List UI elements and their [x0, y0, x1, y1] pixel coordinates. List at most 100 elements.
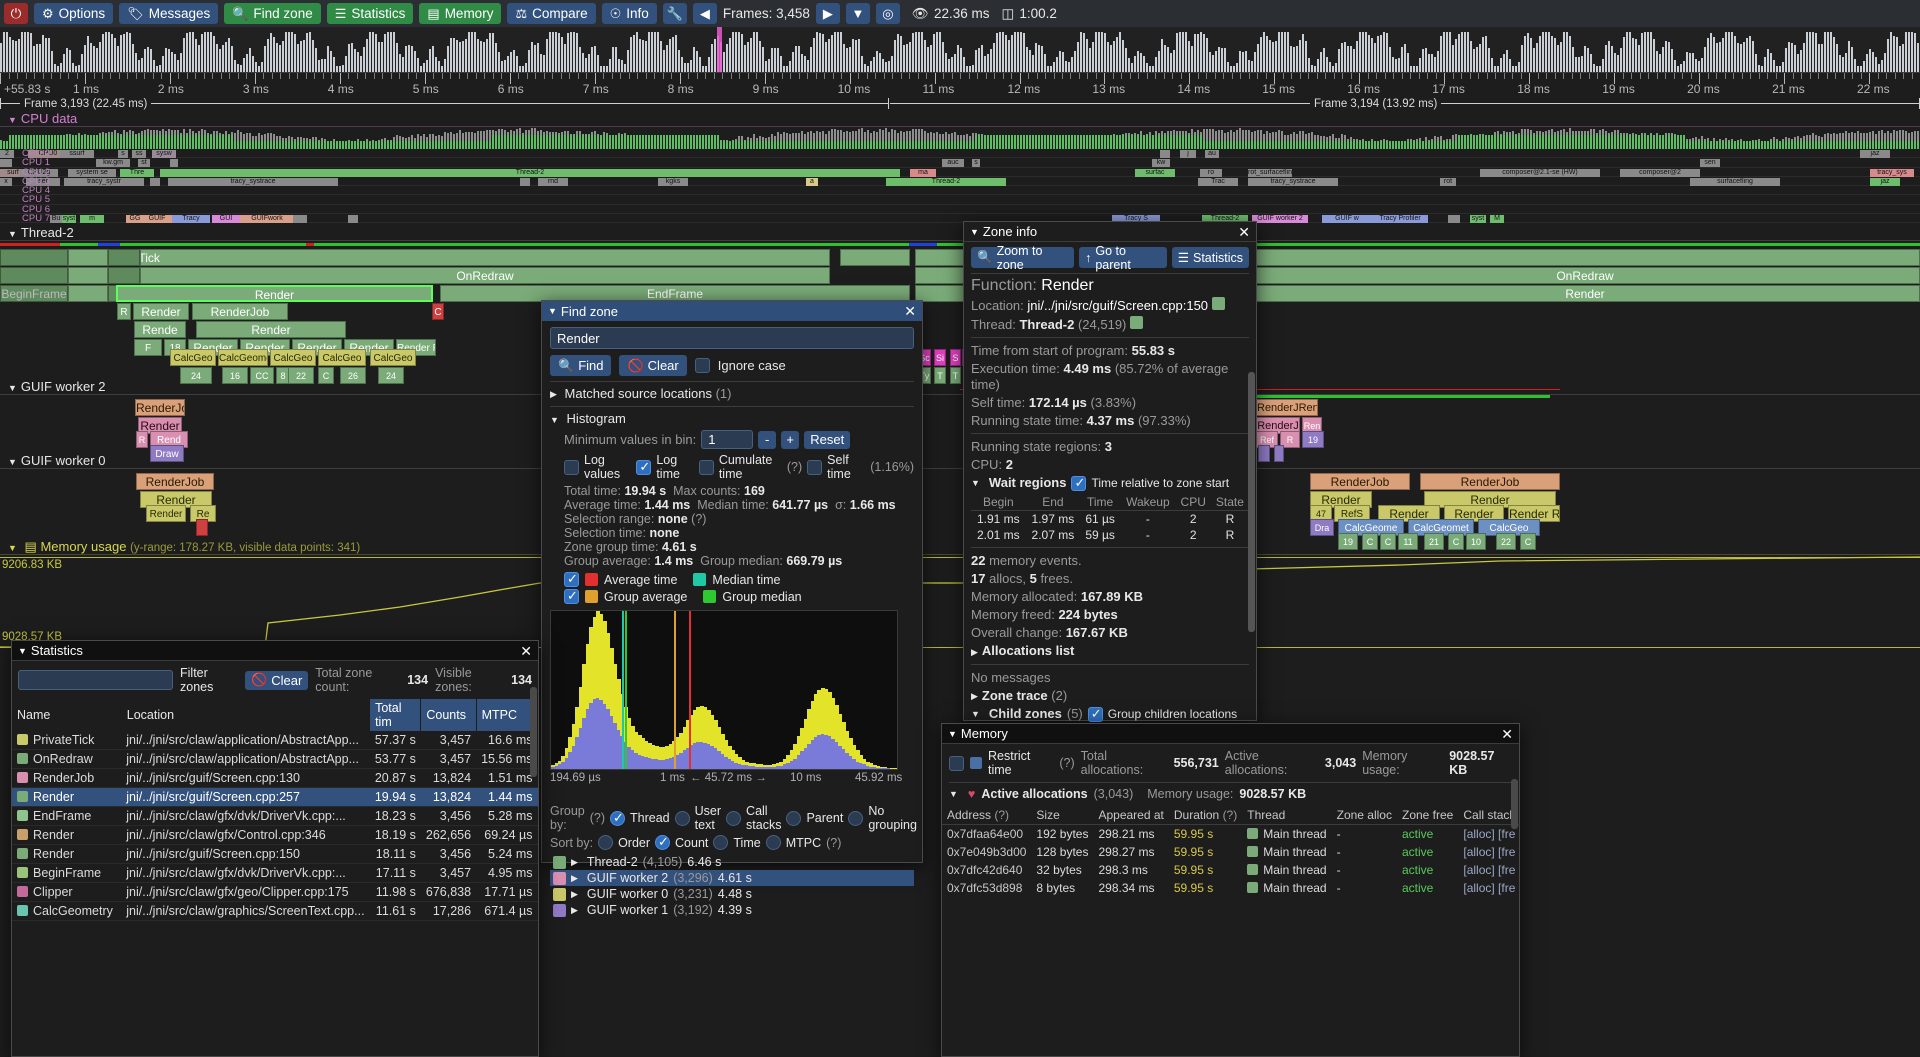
cpu-row-1[interactable]: kw.gm st auc s kw sen CPU 1 — [0, 158, 1920, 167]
statistics-table[interactable]: Name Location Total tim Counts MTPC PrivateT… — [12, 699, 538, 921]
statistics-button[interactable]: ☰ Statistics — [1172, 247, 1249, 268]
time-relative-checkbox[interactable] — [1071, 476, 1086, 491]
min-values-increment-button[interactable]: + — [781, 431, 799, 449]
zone-si[interactable]: Si — [934, 349, 946, 366]
memory-header-row[interactable]: Address (?) Size Appeared at Duration (?) Th… — [942, 806, 1520, 825]
location-value[interactable]: jni/../jni/src/guif/Screen.cpp:150 — [1027, 298, 1208, 313]
close-icon[interactable]: ✕ — [904, 304, 916, 318]
find-button[interactable]: 🔍 Find — [550, 355, 611, 376]
find-zone-button[interactable]: 🔍 Find zone — [224, 3, 320, 24]
min-values-input[interactable] — [701, 430, 753, 449]
memory-header-zone-alloc[interactable]: Zone alloc — [1332, 806, 1397, 825]
zone-19-w2[interactable]: 19 — [1302, 431, 1324, 448]
clear-button[interactable]: 🚫 Clear — [619, 355, 686, 376]
log-values-checkbox[interactable] — [564, 460, 579, 475]
zone-calc-geome[interactable]: CalcGeome — [218, 349, 268, 366]
zone-r[interactable]: R — [117, 303, 131, 320]
find-zone-titlebar[interactable]: ▼ Find zone ✕ — [542, 301, 922, 321]
find-zone-group-row[interactable]: ▶ Thread-2 (4,105) 6.46 s — [550, 854, 914, 870]
table-row[interactable]: 0x7dfc53d898 8 bytes 298.34 ms 59.95 s Main … — [942, 879, 1520, 897]
cpu-row-3[interactable]: x ser tracy_systr tracy_systrace rnd kgks a Thr… — [0, 177, 1920, 186]
go-to-parent-button[interactable]: ↑ Go to parent — [1079, 247, 1167, 268]
statistics-window[interactable]: ▼ Statistics ✕ Filter zones 🚫 Clear Total… — [11, 640, 539, 1057]
frame-next-button[interactable]: ▶ — [816, 3, 840, 24]
wait-header-cell[interactable]: State — [1211, 494, 1249, 511]
zone-render-job-w2[interactable]: RenderJo — [135, 399, 185, 416]
zone-r-w2[interactable]: R — [136, 431, 148, 448]
cpu-row-4[interactable]: CPU 4 — [0, 186, 1920, 195]
guif-worker-0-zones[interactable]: RenderJob Render Render Re RenderJob Ren… — [0, 469, 1920, 527]
statistics-header-counts[interactable]: Counts — [421, 699, 476, 731]
table-row[interactable]: Render jni/../jni/src/guif/Screen.cpp:150… — [12, 845, 538, 864]
sort-by-mtpc-radio[interactable] — [766, 835, 781, 850]
chevron-down-icon[interactable]: ▼ — [548, 306, 557, 316]
zone-private-tick[interactable]: PrivateTick — [140, 249, 830, 266]
zone-info-window[interactable]: ▼ Zone info ✕ 🔍 Zoom to zone ↑ Go to paren… — [963, 221, 1257, 721]
time-ruler[interactable]: +55.83 s1 ms 2 ms 3 ms 4 ms 5 ms 6 ms 7 ms 8 ms… — [0, 72, 1920, 96]
zone-begin-frame[interactable]: BeginFrame — [0, 285, 68, 302]
active-allocations-header[interactable]: ▼ ♥ Active allocations (3,043) Memory us… — [949, 782, 1512, 801]
guif-worker-2-zones[interactable]: RenderJo Render R Rend Draw RenderJRend … — [0, 395, 1920, 451]
zone-dra-w0[interactable]: Dra — [1310, 519, 1334, 536]
group-children-checkbox[interactable] — [1088, 707, 1103, 722]
power-icon[interactable]: ⏻ — [4, 3, 28, 24]
tools-button[interactable]: 🔧 — [663, 3, 687, 24]
histogram-chart[interactable] — [550, 610, 898, 770]
histogram-section[interactable]: ▼ Histogram — [550, 406, 914, 426]
memory-table[interactable]: Address (?) Size Appeared at Duration (?) Th… — [942, 806, 1520, 897]
table-row[interactable]: CalcGeometry jni/../jni/src/claw/graphics… — [12, 902, 538, 921]
table-row[interactable]: Render jni/../jni/src/guif/Screen.cpp:257… — [12, 788, 538, 807]
statistics-header-mtpc[interactable]: MTPC — [476, 699, 537, 731]
wait-header-cell[interactable]: CPU — [1176, 494, 1211, 511]
table-row[interactable]: PrivateTick jni/../jni/src/claw/applicati… — [12, 731, 538, 750]
close-icon[interactable]: ✕ — [1238, 225, 1250, 239]
find-zone-group-row[interactable]: ▶ GUIF worker 2 (3,296) 4.61 s — [550, 870, 914, 886]
zone-calc-geo[interactable]: CalcGeo — [170, 349, 216, 366]
table-row[interactable]: EndFrame jni/../jni/src/claw/gfx/dvk/Driv… — [12, 807, 538, 826]
table-row[interactable]: OnRedraw jni/../jni/src/claw/application/… — [12, 750, 538, 769]
find-zone-group-row[interactable]: ▶ GUIF worker 0 (3,231) 4.48 s — [550, 886, 914, 902]
group-by-parent-radio[interactable] — [786, 811, 801, 826]
group-by-call-stacks-radio[interactable] — [726, 811, 741, 826]
info-button[interactable]: ☉ Info — [602, 3, 657, 24]
self-time-checkbox[interactable] — [807, 460, 822, 475]
zone-render-job-w0[interactable]: RenderJob — [136, 473, 214, 490]
zone-calc-geo-3[interactable]: CalcGeo — [318, 349, 366, 366]
restrict-time-help-icon[interactable]: (?) — [1059, 756, 1074, 770]
average-time-legend-checkbox[interactable] — [564, 572, 579, 587]
group-by-no-grouping-radio[interactable] — [848, 811, 863, 826]
log-time-checkbox[interactable] — [636, 460, 651, 475]
statistics-clear-button[interactable]: 🚫 Clear — [245, 671, 308, 690]
close-icon[interactable]: ✕ — [1501, 727, 1513, 741]
zone-c-red[interactable]: C — [432, 303, 444, 320]
group-by-thread-radio[interactable] — [610, 811, 625, 826]
memory-header-appeared[interactable]: Appeared at — [1093, 806, 1168, 825]
find-zone-group-row[interactable]: ▶ GUIF worker 1 (3,192) 4.39 s — [550, 902, 914, 918]
memory-header-size[interactable]: Size — [1031, 806, 1093, 825]
filter-zones-input[interactable] — [18, 670, 173, 690]
close-icon[interactable]: ✕ — [520, 644, 532, 658]
find-zone-groups-list[interactable]: ▶ Thread-2 (4,105) 6.46 s ▶ GUIF worker 2 (3,2… — [550, 854, 914, 918]
thread-2-zones[interactable]: PrivateTick OnRedraw Update OnRedraw Beg… — [0, 241, 1920, 349]
sort-by-help-icon[interactable]: (?) — [826, 836, 841, 850]
sort-by-order-radio[interactable] — [598, 835, 613, 850]
zone-render-job-w0c[interactable]: RenderJob — [1420, 473, 1560, 490]
zone-calc-geo-4[interactable]: CalcGeo — [370, 349, 416, 366]
group-header-thread-2[interactable]: ▼ Thread-2 — [0, 225, 1920, 241]
wait-regions-header[interactable]: ▼ Wait regions Time relative to zone sta… — [971, 475, 1249, 491]
statistics-header-location[interactable]: Location — [121, 699, 369, 731]
compare-button[interactable]: ⚖ Compare — [507, 3, 595, 24]
zone-trace-header[interactable]: ▶ Zone trace (2) — [971, 688, 1249, 705]
zone-render-3[interactable]: Render — [196, 321, 346, 338]
statistics-header-name[interactable]: Name — [12, 699, 121, 731]
statistics-scrollbar[interactable] — [530, 687, 537, 777]
zone-s[interactable]: S — [950, 349, 961, 366]
messages-button[interactable]: 🏷 Messages — [119, 3, 218, 24]
group-by-help-icon[interactable]: (?) — [590, 811, 605, 825]
group-header-guif-worker-0[interactable]: ▼ GUIF worker 0 — [0, 453, 1920, 469]
restrict-time-checkbox[interactable] — [949, 756, 964, 771]
wait-header-cell[interactable]: Begin — [971, 494, 1026, 511]
table-row[interactable]: BeginFrame jni/../jni/src/claw/gfx/dvk/Dr… — [12, 864, 538, 883]
wait-header-cell[interactable]: Time — [1080, 494, 1120, 511]
min-values-decrement-button[interactable]: - — [758, 431, 776, 449]
